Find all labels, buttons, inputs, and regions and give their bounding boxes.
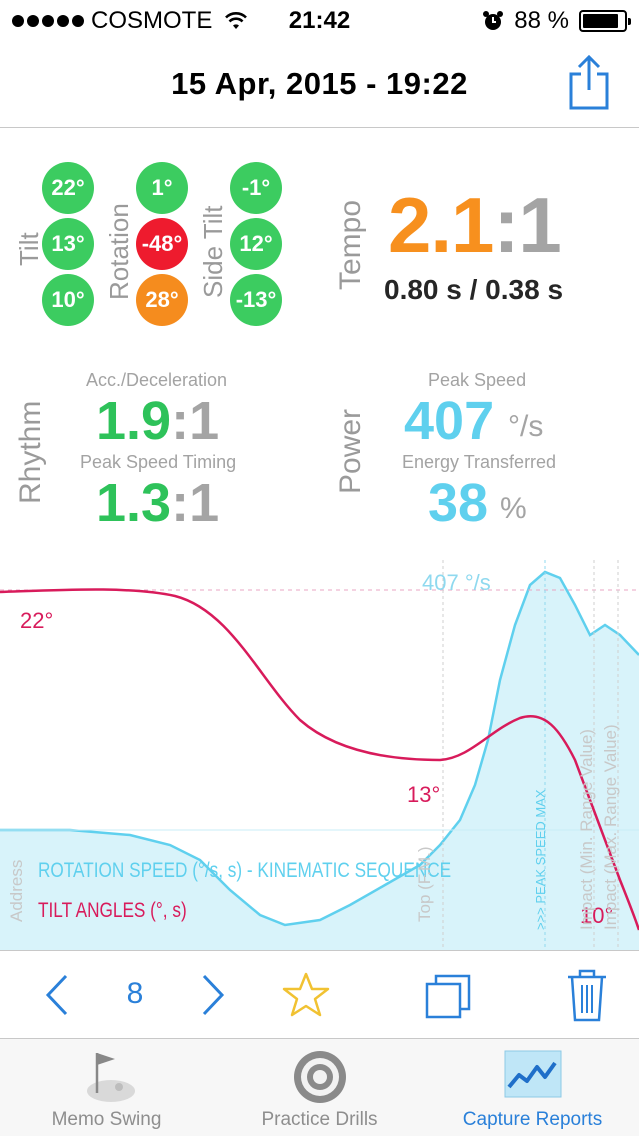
peak-timing-ratio: 1.3:1 [96,476,219,530]
rotation-speed-line [0,570,639,927]
tilt-end-label: 10° [580,903,613,928]
delete-trash-button[interactable] [566,967,608,1023]
legend-tilt-angles: TILT ANGLES (°, s) [38,900,187,923]
top-marker-label: Top (F.M.) [415,846,434,922]
tilt-mid-label: 13° [407,782,440,807]
status-time: 21:42 [288,7,351,34]
tab-capture-reports-label: Capture Reports [462,1109,603,1130]
tilt-start-label: 22° [20,608,53,633]
carrier-info: COSMOTE [12,7,248,35]
impact-max-marker-label: Impact (Max. Range Value) [601,724,620,930]
status-right: 88 % [482,7,631,35]
tilt-label: Tilt [14,232,44,266]
rotation-label: Rotation [104,203,134,300]
favorite-star-button[interactable] [281,971,331,1019]
tilt-angle-line [0,588,639,931]
side-tilt-angle-1: -1° [230,162,282,214]
alarm-icon [483,11,504,30]
peak-timing-colon: : [171,473,190,533]
energy-transferred-unit: % [500,492,527,525]
signal-icon [12,15,84,27]
acc-decel-label: Acc./Deceleration [86,370,228,390]
target-icon [293,1051,346,1103]
side-tilt-label: Side Tilt [198,205,228,299]
side-tilt-angle-2: 12° [230,218,282,270]
acc-decel-denominator: 1 [189,391,220,451]
peak-speed-label: Peak Speed [428,370,527,390]
acc-decel-colon: : [171,391,190,451]
tab-capture-reports[interactable]: Capture Reports [426,1039,639,1136]
acc-decel-ratio: 1.9:1 [96,394,219,448]
rotation-speed-area [0,572,639,950]
tilt-angle-3: 10° [42,274,94,326]
tab-practice-drills-label: Practice Drills [261,1109,378,1130]
share-button[interactable] [567,54,611,110]
peak-speed-chart-label: 407 °/s [422,570,491,595]
power-label: Power [334,408,367,494]
address-marker-label: Address [7,860,26,922]
duplicate-button[interactable] [424,973,472,1019]
status-bar: COSMOTE 21:42 88 % [0,0,639,40]
legend-rotation-speed: ROTATION SPEED (°/s, s) - KINEMATIC SEQU… [38,860,451,883]
tab-practice-drills[interactable]: Practice Drills [213,1039,426,1136]
peak-speed-marker-label: >>> PEAK SPEED MAX [533,789,548,930]
peak-timing-denominator: 1 [189,473,220,533]
energy-transferred-value: 38 [428,473,489,533]
nav-header: 15 Apr, 2015 - 19:22 [0,40,639,128]
tempo-denominator: 1 [518,181,561,269]
peak-speed-unit: °/s [508,410,544,443]
rotation-angle-1: 1° [136,162,188,214]
tempo-label: Tempo [334,199,367,290]
battery-percent: 88 % [514,7,569,34]
peak-timing-value: 1.3 [96,473,172,533]
wifi-icon [225,12,248,29]
swing-chart-svg: 407 °/s 22° 13° 10° ROTATION SPEED (°/s,… [0,560,639,950]
impact-min-marker-label: Impact (Min. Range Value) [577,729,596,930]
page-title: 15 Apr, 2015 - 19:22 [171,66,468,101]
tilt-angle-1: 22° [42,162,94,214]
rotation-angle-3: 28° [136,274,188,326]
next-button[interactable] [198,973,228,1017]
tab-memo-swing-label: Memo Swing [51,1109,162,1130]
report-counter: 8 [126,977,144,1010]
side-tilt-angle-3: -13° [230,274,282,326]
tempo-detail: 0.80 s / 0.38 s [384,274,564,305]
rhythm-label: Rhythm [14,400,47,504]
golf-flag-icon [86,1053,135,1102]
swing-chart: 407 °/s 22° 13° 10° ROTATION SPEED (°/s,… [0,560,639,950]
tempo-value: 2.1 [388,181,494,269]
tempo-colon: : [493,181,519,269]
tempo-ratio: 2.1:1 [388,186,562,264]
previous-button[interactable] [42,973,72,1017]
energy-transferred-label: Energy Transferred [402,452,557,472]
tilt-angle-2: 13° [42,218,94,270]
battery-icon [579,10,631,32]
peak-timing-label: Peak Speed Timing [80,452,237,472]
tab-memo-swing[interactable]: Memo Swing [0,1039,213,1136]
rotation-angle-2: -48° [136,218,188,270]
peak-speed-value: 407 [404,391,495,451]
chart-report-icon [504,1050,561,1098]
carrier-name: COSMOTE [91,7,213,34]
acc-decel-value: 1.9 [96,391,172,451]
report-toolbar: 8 [0,950,639,1038]
tab-bar: Memo Swing Practice Drills Capture Repor… [0,1038,639,1136]
